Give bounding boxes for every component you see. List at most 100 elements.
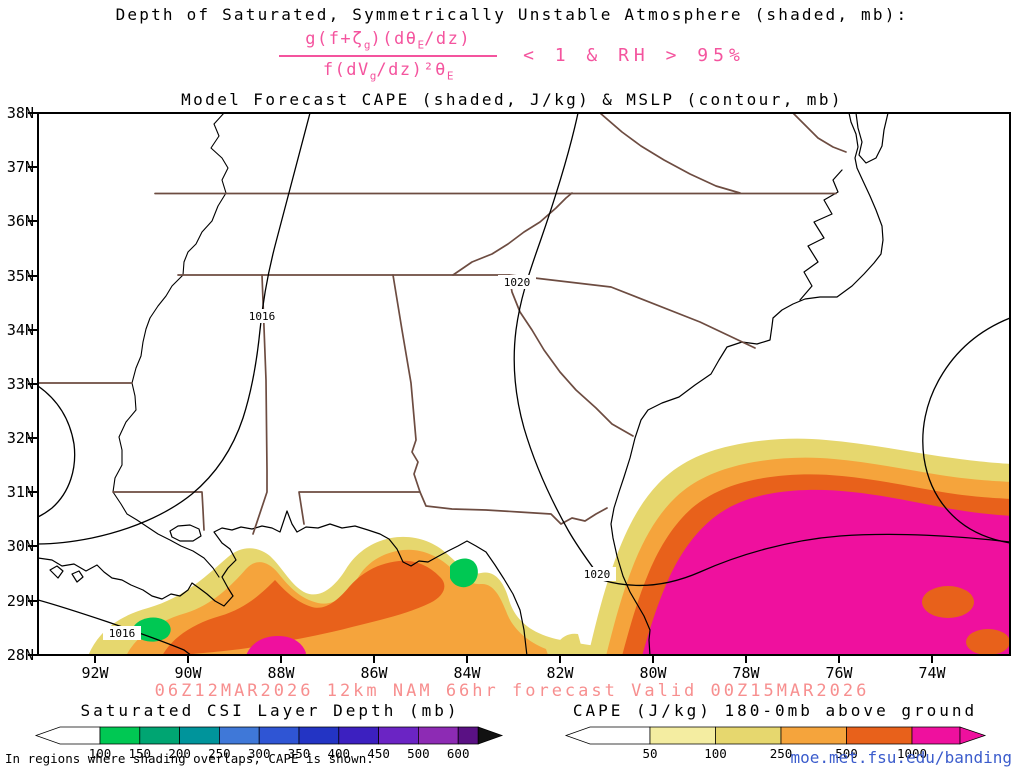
lon-label: 86W [360, 664, 388, 682]
cape-tick-label: 50 [642, 746, 657, 761]
lat-label: 33N [7, 375, 34, 393]
border-ga-sc [508, 274, 634, 437]
lat-label: 38N [7, 104, 34, 122]
formula-denominator: f(dVg/dz)²θE [279, 57, 497, 83]
formula-num-text: )(dθ [370, 29, 418, 49]
cape-shade-magenta-west [246, 636, 306, 655]
lon-label: 76W [825, 664, 853, 682]
subtitle: Model Forecast CAPE (shaded, J/kg) & MSL… [181, 90, 843, 109]
cape-colorbar-segment [911, 726, 961, 745]
pamlico-sound-coastline [799, 169, 843, 301]
gulf-coastline [38, 510, 528, 655]
cape-tick-label: 100 [704, 746, 727, 761]
contour-label-bg [243, 309, 281, 323]
shaded-fields [88, 438, 1010, 655]
lon-label: 80W [639, 664, 667, 682]
isobar-1016-west [38, 113, 311, 545]
csi-tick-label: 300 [248, 746, 271, 761]
formula-den-text: /dz)²θ [376, 60, 447, 81]
lat-label: 29N [7, 592, 34, 610]
formula-num-sub-g: g [363, 38, 371, 52]
csi-colorbar-start [34, 726, 101, 745]
formula-num-text: g(f+ζ [305, 29, 364, 49]
cape-shade-magenta-east [642, 489, 1010, 655]
border-ky-va [599, 113, 741, 194]
cape-tick-label: 1000 [897, 746, 927, 761]
csi-tick-label: 350 [288, 746, 311, 761]
cape-tick-label: 250 [770, 746, 793, 761]
csi-colorbar-end [477, 726, 504, 745]
contour-label-bg [578, 567, 616, 581]
csi-shade-green-patch [132, 617, 171, 642]
mississippi-river [112, 113, 229, 578]
cape-colorbar-segment [649, 726, 716, 745]
csi-tick-label: 450 [367, 746, 390, 761]
formula-num-sub-e: E [417, 38, 425, 52]
isobar-atlantic [922, 317, 1010, 544]
lat-ticks [28, 112, 38, 656]
cape-shade-deeporange-spot [966, 629, 1010, 655]
cape-colorbar-segment [846, 726, 913, 745]
lat-label: 34N [7, 321, 34, 339]
csi-legend-title: Saturated CSI Layer Depth (mb) [80, 701, 460, 720]
lon-label: 92W [81, 664, 109, 682]
lon-axis-labels: 92W 90W 88W 86W 84W 82W 80W 78W 76W 74W [81, 664, 946, 682]
csi-tick-label: 600 [447, 746, 470, 761]
csi-colorbar-segment [179, 726, 220, 745]
isobar-1020-gulf [601, 533, 1010, 587]
border-al-ga-fl [298, 274, 421, 525]
lon-label: 88W [267, 664, 295, 682]
contour-label: 1016 [109, 627, 136, 640]
lat-label: 37N [7, 158, 34, 176]
state-borders [38, 113, 847, 535]
border-tn-nc [452, 192, 573, 276]
isobar-1016-southwest [38, 599, 192, 655]
cape-colorbar-end [959, 726, 987, 745]
lon-label: 74W [918, 664, 946, 682]
csi-tick-label: 150 [129, 746, 152, 761]
csi-colorbar-labels: 100 150 200 250 300 350 400 450 500 600 [89, 746, 470, 761]
formula-condition: < 1 & RH > 95% [523, 45, 745, 67]
contour-label: 1020 [584, 568, 611, 581]
lat-axis-labels: 38N 37N 36N 35N 34N 33N 32N 31N 30N 29N … [7, 104, 34, 664]
formula-num-text: /dz) [424, 29, 472, 49]
atlantic-coastline [610, 113, 884, 655]
isobar-1020-central [513, 113, 603, 581]
lake-pontchartrain [169, 524, 202, 542]
formula-fraction: g(f+ζg)(dθE/dz) f(dVg/dz)²θE [279, 28, 498, 84]
contour-label: 1020 [504, 276, 531, 289]
contour-label-group: 1016 1020 1020 1016 [103, 275, 616, 640]
csi-colorbar-segment [338, 726, 379, 745]
csi-colorbar-segment [298, 726, 340, 745]
lat-label: 35N [7, 267, 34, 285]
csi-tick-label: 400 [328, 746, 351, 761]
lat-label: 28N [7, 646, 34, 664]
lon-label: 78W [732, 664, 760, 682]
cape-colorbar-start [564, 726, 651, 745]
isobar-left-arc [38, 385, 76, 518]
lat-label: 31N [7, 483, 34, 501]
border-fl-ga [419, 491, 608, 525]
mslp-contours [38, 113, 1010, 655]
cape-colorbar-segment [780, 726, 847, 745]
lon-label: 90W [174, 664, 202, 682]
cape-shade-deeporange-spot [922, 586, 974, 618]
csi-tick-label: 100 [89, 746, 112, 761]
cape-shade-deeporange-west [162, 560, 445, 655]
formula-numerator: g(f+ζg)(dθE/dz) [279, 28, 498, 58]
formula: g(f+ζg)(dθE/dz) f(dVg/dz)²θE < 1 & RH > … [0, 28, 1024, 84]
formula-den-sub-e: E [446, 69, 454, 83]
site-link[interactable]: moe.met.fsu.edu/banding [790, 748, 1012, 767]
csi-tick-label: 250 [208, 746, 231, 761]
cape-colorbar-labels: 50 100 250 500 1000 [642, 746, 927, 761]
lat-label: 36N [7, 212, 34, 230]
border-la-ms [112, 491, 205, 531]
page-title: Depth of Saturated, Symmetrically Unstab… [115, 5, 909, 24]
cape-tick-label: 500 [835, 746, 858, 761]
formula-den-text: f(dV [322, 60, 370, 81]
border-ms-al [252, 274, 268, 535]
lon-ticks [94, 655, 933, 663]
border-35N-nc-sc [177, 274, 756, 349]
